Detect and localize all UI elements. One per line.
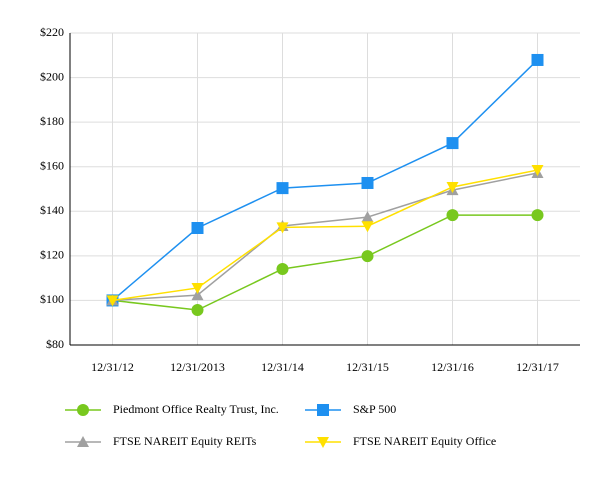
series-line xyxy=(112,169,538,302)
x-tick-label: 12/31/12 xyxy=(91,360,134,374)
y-tick-label: $100 xyxy=(40,292,64,306)
data-point xyxy=(361,221,374,233)
series-line xyxy=(112,59,539,301)
y-tick-label: $220 xyxy=(40,25,64,39)
y-tick-label: $180 xyxy=(40,114,64,128)
legend-label: FTSE NAREIT Equity Office xyxy=(353,434,496,448)
y-tick-label: $80 xyxy=(46,337,64,351)
data-point xyxy=(276,182,289,195)
data-point xyxy=(446,209,459,222)
legend-marker xyxy=(317,437,329,448)
data-point xyxy=(191,289,204,301)
data-point xyxy=(276,263,289,276)
legend-marker xyxy=(317,404,329,416)
legend-label: S&P 500 xyxy=(353,402,396,416)
y-tick-label: $200 xyxy=(40,69,64,83)
x-tick-label: 12/31/16 xyxy=(431,360,474,374)
series-line xyxy=(112,214,538,311)
legend-marker xyxy=(77,436,89,447)
data-point xyxy=(191,282,204,294)
y-tick-label: $140 xyxy=(40,203,64,217)
series-line xyxy=(112,172,538,302)
data-point xyxy=(191,222,204,234)
x-tick-label: 12/31/15 xyxy=(346,360,389,374)
legend-label: FTSE NAREIT Equity REITs xyxy=(113,434,257,448)
data-point xyxy=(446,181,459,193)
data-point xyxy=(531,165,544,177)
data-point xyxy=(531,53,544,66)
data-point xyxy=(361,211,374,223)
legend-marker xyxy=(77,404,89,416)
legend-label: Piedmont Office Realty Trust, Inc. xyxy=(113,402,279,416)
y-tick-label: $160 xyxy=(40,158,64,172)
data-point xyxy=(276,222,289,234)
data-point xyxy=(531,209,544,222)
x-tick-label: 12/31/14 xyxy=(261,360,304,374)
y-tick-label: $120 xyxy=(40,248,64,262)
data-point xyxy=(446,137,459,150)
data-point xyxy=(106,295,119,307)
data-point xyxy=(191,304,204,317)
x-tick-label: 12/31/2013 xyxy=(170,360,225,374)
data-point xyxy=(361,176,374,189)
x-tick-label: 12/31/17 xyxy=(516,360,559,374)
data-point xyxy=(361,250,374,263)
